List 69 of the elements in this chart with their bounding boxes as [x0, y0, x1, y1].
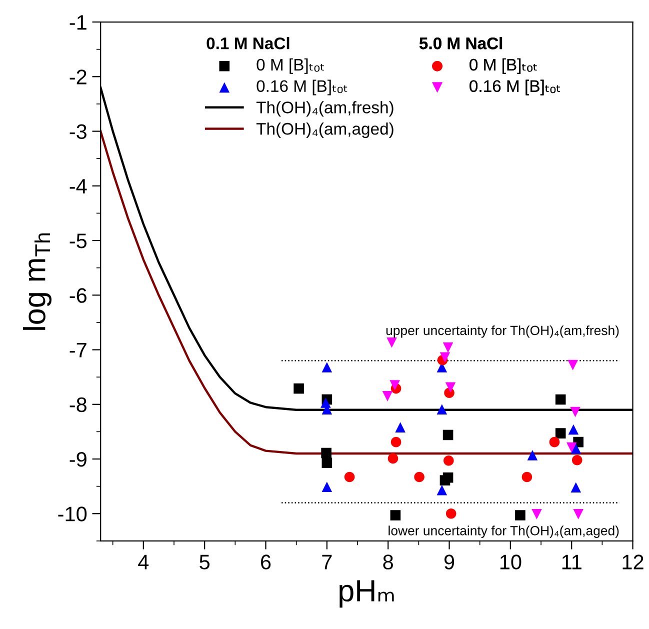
point: [322, 482, 332, 492]
y-tick-label: -10: [58, 506, 87, 522]
point: [436, 404, 448, 414]
point: [566, 442, 577, 453]
point: [294, 383, 304, 394]
y-tick-label: -1: [70, 15, 86, 30]
point: [322, 362, 332, 372]
point: [446, 508, 456, 519]
x-tick-label: 5: [200, 554, 210, 570]
point: [527, 450, 538, 460]
point: [440, 475, 450, 486]
point: [522, 472, 532, 482]
point: [386, 338, 397, 348]
x-tick-label: 11: [562, 554, 582, 570]
point: [390, 380, 400, 390]
x-axis-title: pHₘ: [340, 580, 394, 608]
y-tick-label: -6: [70, 288, 86, 303]
point: [442, 430, 454, 440]
point: [390, 436, 402, 448]
text: 0.1 M NaCl: [206, 37, 290, 50]
point: [382, 391, 393, 402]
x-tick-label: 4: [138, 554, 149, 570]
y-tick-label: -9: [70, 452, 86, 467]
point: [436, 484, 448, 496]
x-tick-label: 9: [444, 554, 454, 570]
point: [395, 422, 406, 432]
legend-label: 0.16 M [B]ₜₒₜ: [470, 80, 560, 96]
y-tick-label: -4: [70, 179, 87, 194]
point: [570, 406, 580, 418]
point: [515, 510, 526, 520]
y-tick-label: -2: [70, 70, 86, 84]
legend-label: 0.16 M [B]ₜₒₜ: [256, 80, 348, 96]
legend-label: 0 M [B]ₜₒₜ: [470, 58, 537, 74]
y-tick-label: -8: [70, 397, 86, 412]
point: [440, 352, 450, 363]
ref-line-label: lower uncertainty for Th(OH)₄(am,aged): [388, 526, 619, 538]
point: [444, 455, 454, 466]
x-tick-label: 12: [622, 554, 644, 570]
point: [388, 453, 398, 464]
point: [390, 510, 401, 520]
x-tick-label: 7: [322, 554, 332, 570]
point: [573, 509, 584, 520]
y-axis-title: log m$_{Th}$: [23, 233, 52, 330]
y-tick-label: -5: [70, 234, 87, 248]
point: [568, 424, 579, 435]
legend-label: 0 M [B]ₜₒₜ: [256, 58, 324, 74]
point: [549, 436, 560, 448]
legend-label: Th(OH)₄(am,aged): [256, 122, 394, 138]
point: [568, 360, 578, 370]
point: [344, 472, 355, 482]
point: [532, 509, 542, 520]
point: [555, 394, 566, 405]
point: [570, 482, 582, 493]
text: 5.0 M NaCl: [419, 37, 502, 50]
point: [442, 342, 454, 353]
ref-line-label: upper uncertainty for Th(OH)₄(am,fresh): [386, 325, 619, 338]
point: [414, 472, 424, 482]
point: [570, 443, 582, 454]
point: [555, 428, 566, 438]
x-tick-label: 8: [383, 554, 393, 570]
point: [322, 458, 332, 468]
x-tick-label: 10: [500, 554, 522, 570]
point: [321, 448, 332, 458]
point: [572, 454, 582, 466]
legend-label: Th(OH)₄(am,fresh): [256, 101, 394, 117]
x-tick-label: 6: [261, 554, 271, 570]
point: [445, 382, 456, 393]
y-tick-label: -3: [70, 124, 86, 140]
y-tick-label: -7: [70, 342, 86, 358]
